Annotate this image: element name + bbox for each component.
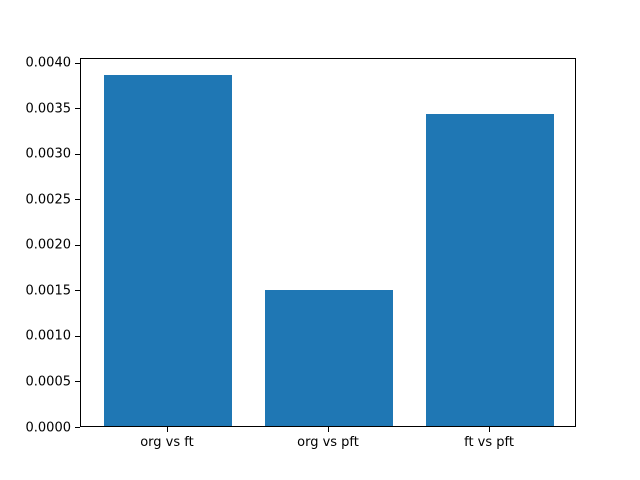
- y-tick-mark: [75, 108, 80, 110]
- y-tick-label: 0.0000: [25, 420, 72, 435]
- plot-area: [80, 58, 576, 427]
- y-tick-label: 0.0035: [25, 101, 72, 117]
- x-tick-label: org vs pft: [297, 435, 359, 450]
- y-tick-mark: [75, 153, 80, 155]
- bar-org-vs-pft: [264, 290, 394, 426]
- y-tick-mark: [75, 62, 80, 64]
- x-tick-mark: [328, 427, 329, 432]
- y-tick-mark: [75, 244, 80, 246]
- y-tick-mark: [75, 199, 80, 201]
- y-tick-label: 0.0015: [25, 283, 72, 299]
- y-tick-label: 0.0005: [25, 374, 72, 390]
- bar-org-vs-ft: [103, 74, 233, 426]
- x-tick-mark: [489, 427, 491, 432]
- y-tick-mark: [75, 290, 80, 292]
- y-tick-mark: [75, 381, 80, 383]
- y-tick-label: 0.0020: [25, 237, 72, 253]
- x-tick-label: org vs ft: [140, 435, 194, 450]
- y-tick-label: 0.0030: [25, 146, 72, 162]
- x-tick-label: ft vs pft: [464, 435, 514, 450]
- y-tick-mark: [75, 335, 80, 337]
- y-tick-label: 0.0010: [25, 328, 72, 344]
- bar-ft-vs-pft: [425, 113, 555, 426]
- y-tick-label: 0.0040: [25, 55, 72, 71]
- x-tick-mark: [166, 427, 168, 432]
- y-tick-label: 0.0025: [25, 192, 72, 208]
- y-tick-mark: [75, 427, 80, 428]
